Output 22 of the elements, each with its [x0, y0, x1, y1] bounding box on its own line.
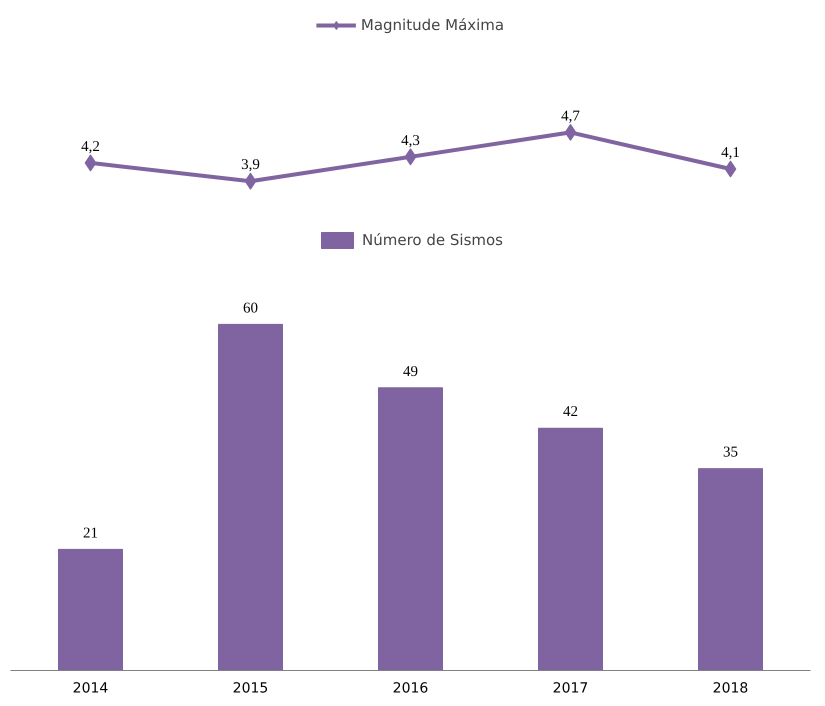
data-label: 4,1: [721, 145, 740, 162]
data-label: 49: [403, 364, 418, 380]
x-tick-label: 2018: [712, 680, 748, 696]
data-label: 21: [83, 525, 98, 542]
data-label: 3,9: [241, 157, 260, 174]
data-label: 4,3: [401, 132, 420, 149]
bar: [538, 428, 603, 670]
bar: [58, 548, 123, 670]
data-label: 35: [723, 444, 738, 461]
bar: [218, 324, 283, 670]
data-label: 4,2: [81, 138, 100, 155]
data-label: 60: [243, 300, 258, 316]
bar: [698, 468, 763, 670]
x-tick-label: 2016: [392, 680, 428, 696]
x-tick-label: 2015: [232, 680, 268, 696]
bar: [378, 387, 443, 670]
x-tick-label: 2017: [552, 680, 588, 696]
data-label: 42: [563, 404, 578, 420]
data-label: 4,7: [561, 108, 580, 124]
legend-label: Número de Sismos: [362, 231, 503, 249]
x-tick-label: 2014: [72, 680, 108, 696]
legend-label: Magnitude Máxima: [360, 16, 504, 34]
